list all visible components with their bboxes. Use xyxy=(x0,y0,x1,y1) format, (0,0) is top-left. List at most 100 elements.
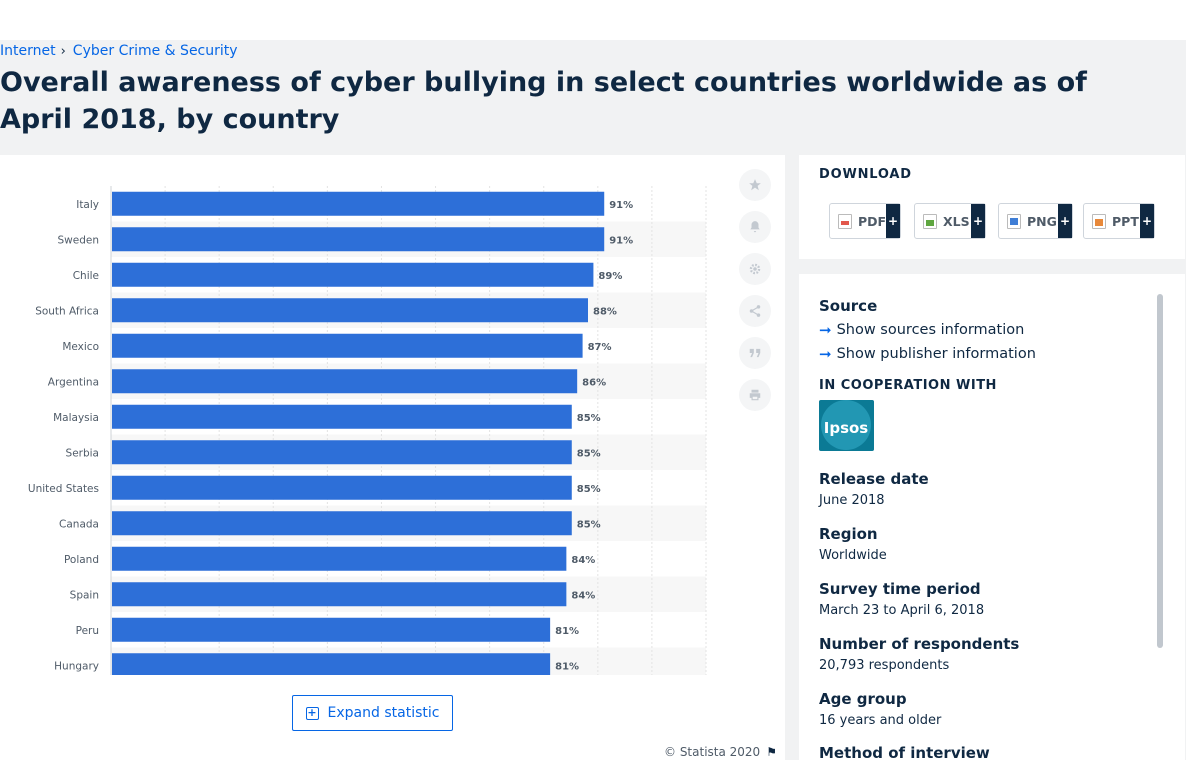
bar-serbia xyxy=(112,440,572,465)
bar-south-africa xyxy=(112,298,588,323)
survey-period-value: March 23 to April 6, 2018 xyxy=(819,603,985,618)
plus-icon: + xyxy=(886,204,900,238)
category-label: South Africa xyxy=(35,305,99,317)
bar-poland xyxy=(112,546,567,571)
data-label: 87% xyxy=(588,342,612,353)
cooperation-heading: IN COOPERATION WITH xyxy=(819,378,997,393)
bar-chart: Italy 91% Sweden 91% Chile 89% South Africa 88%… xyxy=(28,186,707,675)
data-label: 81% xyxy=(555,661,579,672)
expand-statistic-label: Expand statistic xyxy=(327,705,440,721)
page-title: Overall awareness of cyber bullying in s… xyxy=(0,67,1087,135)
category-label: Serbia xyxy=(66,447,99,459)
bar-italy xyxy=(112,191,605,216)
statistic-info-panel: Source ➞ Show sources information ➞ Show… xyxy=(799,274,1185,760)
info-scrollbar[interactable] xyxy=(1157,294,1163,648)
png-label: PNG xyxy=(1027,213,1057,229)
category-label: Sweden xyxy=(58,234,100,246)
bar-sweden xyxy=(112,227,605,252)
data-label: 85% xyxy=(577,448,601,459)
region-label: Region xyxy=(819,525,878,543)
png-file-icon xyxy=(1007,213,1021,229)
data-label: 86% xyxy=(582,377,606,388)
category-label: Malaysia xyxy=(53,412,99,424)
breadcrumb-item-cyber-crime[interactable]: Cyber Crime & Security xyxy=(72,43,238,59)
data-label: 91% xyxy=(609,200,633,211)
download-png-button[interactable]: PNG + xyxy=(998,203,1073,239)
plus-icon: + xyxy=(1140,204,1154,238)
respondents-label: Number of respondents xyxy=(819,635,1020,653)
chart-toolbar xyxy=(739,169,771,421)
data-label: 85% xyxy=(577,413,601,424)
pdf-file-icon xyxy=(838,213,852,229)
category-label: Poland xyxy=(64,554,99,566)
gear-icon[interactable] xyxy=(739,253,771,285)
bar-mexico xyxy=(112,333,583,358)
bar-argentina xyxy=(112,369,578,394)
plus-square-icon: + xyxy=(305,705,319,720)
category-label: Argentina xyxy=(48,376,99,388)
method-label: Method of interview xyxy=(819,744,990,760)
arrow-right-icon: ➞ xyxy=(819,321,832,339)
ppt-label: PPT xyxy=(1112,213,1139,229)
show-sources-link[interactable]: ➞ Show sources information xyxy=(819,321,1024,339)
data-label: 91% xyxy=(609,235,633,246)
flag-icon[interactable]: ⚑ xyxy=(766,745,777,759)
age-group-label: Age group xyxy=(819,690,907,708)
data-label: 88% xyxy=(593,306,617,317)
download-ppt-button[interactable]: PPT + xyxy=(1083,203,1155,239)
category-label: United States xyxy=(28,483,99,495)
expand-statistic-button[interactable]: + Expand statistic xyxy=(292,695,453,731)
breadcrumb-separator: › xyxy=(60,43,66,59)
bar-united-states xyxy=(112,475,572,500)
ppt-file-icon xyxy=(1092,213,1106,229)
region-value: Worldwide xyxy=(819,548,887,563)
bar-spain xyxy=(112,582,567,607)
share-icon[interactable] xyxy=(739,295,771,327)
arrow-right-icon: ➞ xyxy=(819,345,832,363)
data-label: 85% xyxy=(577,519,601,530)
bar-hungary xyxy=(112,653,551,675)
download-title: DOWNLOAD xyxy=(819,167,912,182)
quote-icon[interactable] xyxy=(739,337,771,369)
bar-malaysia xyxy=(112,404,572,429)
category-label: Chile xyxy=(73,270,99,282)
download-pdf-button[interactable]: PDF + xyxy=(829,203,901,239)
data-label: 84% xyxy=(571,590,595,601)
data-label: 84% xyxy=(571,555,595,566)
bar-peru xyxy=(112,617,551,642)
bar-chile xyxy=(112,262,594,287)
bell-icon[interactable] xyxy=(739,211,771,243)
star-icon[interactable] xyxy=(739,169,771,201)
age-group-value: 16 years and older xyxy=(819,713,942,728)
breadcrumb: Internet › Cyber Crime & Security xyxy=(0,43,238,59)
data-label: 89% xyxy=(598,271,622,282)
printer-icon[interactable] xyxy=(739,379,771,411)
category-label: Spain xyxy=(70,589,99,601)
respondents-value: 20,793 respondents xyxy=(819,658,950,673)
copyright-notice: © Statista 2020 ⚑ xyxy=(664,745,777,759)
category-label: Peru xyxy=(76,625,99,637)
plus-icon: + xyxy=(971,204,985,238)
category-label: Mexico xyxy=(62,341,99,353)
pdf-label: PDF xyxy=(858,213,887,229)
show-publisher-text: Show publisher information xyxy=(836,346,1036,362)
show-publisher-link[interactable]: ➞ Show publisher information xyxy=(819,345,1036,363)
show-sources-text: Show sources information xyxy=(836,322,1025,338)
chart-card: Italy 91% Sweden 91% Chile 89% South Africa 88%… xyxy=(0,155,785,760)
ipsos-logo[interactable]: Ipsos xyxy=(819,400,874,451)
data-label: 85% xyxy=(577,484,601,495)
copyright-text[interactable]: © Statista 2020 xyxy=(664,745,761,759)
download-xls-button[interactable]: XLS + xyxy=(914,203,986,239)
category-label: Hungary xyxy=(54,660,99,672)
release-date-value: June 2018 xyxy=(819,493,885,508)
category-label: Canada xyxy=(59,518,99,530)
svg-text:Ipsos: Ipsos xyxy=(824,419,869,437)
top-navigation-bar xyxy=(0,0,1186,40)
bar-canada xyxy=(112,511,572,536)
download-panel: DOWNLOAD PDF + XLS + PNG + PPT + xyxy=(799,155,1185,259)
data-label: 81% xyxy=(555,626,579,637)
category-label: Italy xyxy=(76,199,99,211)
survey-period-label: Survey time period xyxy=(819,580,981,598)
xls-file-icon xyxy=(923,213,937,229)
breadcrumb-item-internet[interactable]: Internet xyxy=(0,43,56,59)
